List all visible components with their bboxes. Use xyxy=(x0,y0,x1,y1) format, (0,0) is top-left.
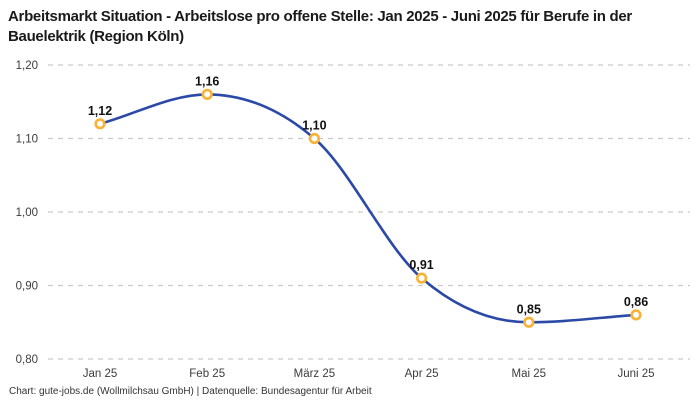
data-point-marker xyxy=(523,316,535,328)
data-point-marker xyxy=(630,309,642,321)
data-series-line xyxy=(98,93,638,324)
data-point-label: 0,85 xyxy=(517,302,541,316)
y-axis-tick-label: 0,80 xyxy=(16,354,38,366)
x-axis-tick-label: Juni 25 xyxy=(617,368,654,380)
data-point-label: 1,10 xyxy=(302,119,326,133)
data-point-label: 1,16 xyxy=(195,74,219,88)
x-axis-tick-label: Mai 25 xyxy=(512,368,547,380)
x-axis-tick-label: März 25 xyxy=(294,368,336,380)
y-axis-tick-label: 1,00 xyxy=(16,207,38,219)
data-point-label: 0,86 xyxy=(624,295,648,309)
data-point-marker xyxy=(308,132,321,145)
x-axis-tick-label: Apr 25 xyxy=(405,368,439,380)
x-axis-tick-label: Feb 25 xyxy=(189,368,225,380)
data-point-marker xyxy=(416,272,428,284)
line-chart-canvas: 1,20 1,10 1,00 0,90 0,80 Jan 25 Feb 25 März 25 A… xyxy=(16,60,690,380)
x-axis-tick-label: Jan 25 xyxy=(83,368,118,380)
chart-footer-attribution: Chart: gute-jobs.de (Wollmilchsau GmbH) … xyxy=(9,386,372,397)
data-point-marker xyxy=(94,118,106,130)
y-axis-tick-label: 0,90 xyxy=(16,281,38,293)
y-axis-tick-label: 1,10 xyxy=(16,134,38,146)
data-point-marker xyxy=(201,88,213,101)
data-point-label: 1,12 xyxy=(88,104,112,118)
chart-title: Arbeitsmarkt Situation - Arbeitslose pro… xyxy=(8,8,632,45)
y-axis-tick-label: 1,20 xyxy=(16,60,38,72)
data-point-label: 0,91 xyxy=(409,258,433,272)
